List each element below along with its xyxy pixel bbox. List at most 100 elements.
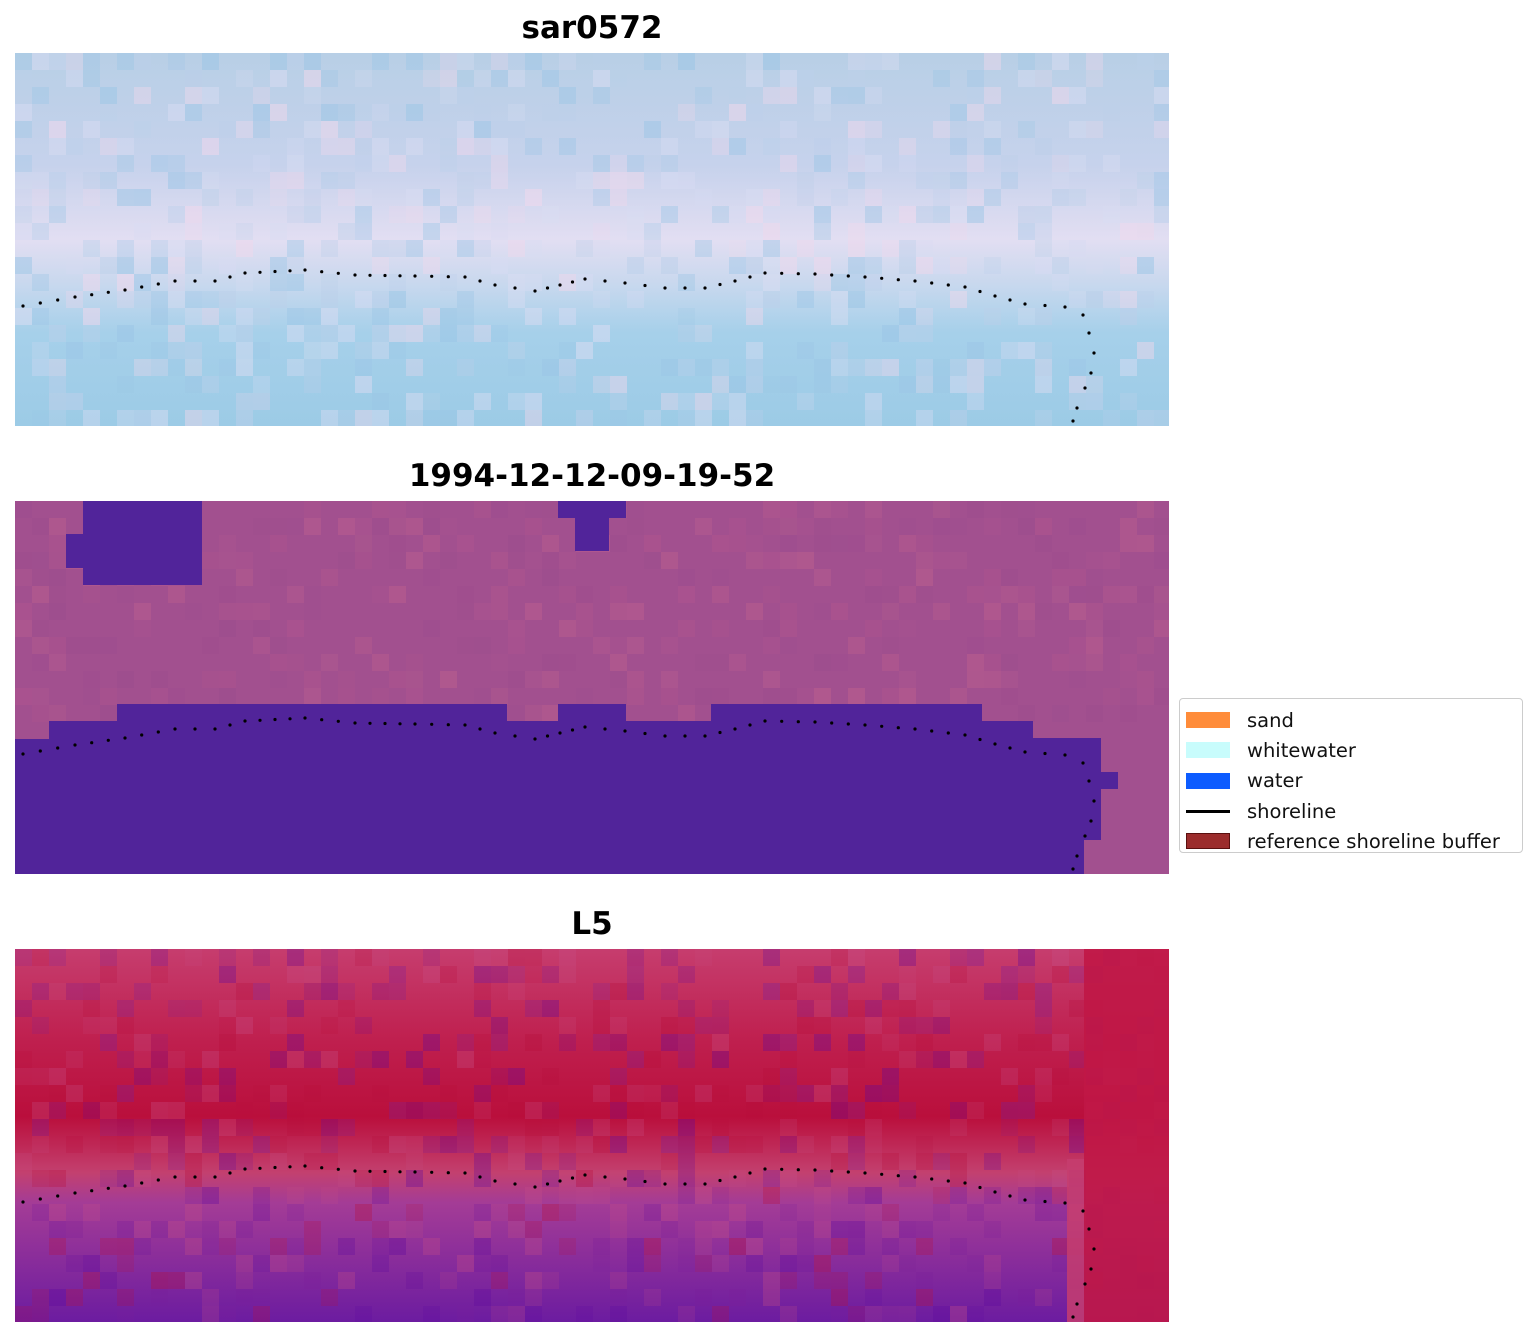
shoreline-point xyxy=(1023,302,1027,306)
shoreline-point xyxy=(993,1190,997,1194)
shoreline-point xyxy=(780,1167,784,1171)
shoreline-point xyxy=(623,1177,627,1181)
shoreline-point xyxy=(38,1197,42,1201)
panel-1-pixel-tiles xyxy=(15,53,1169,426)
shoreline-point xyxy=(1075,1302,1079,1306)
shoreline-point xyxy=(603,727,607,731)
shoreline-point xyxy=(303,716,307,720)
shoreline-point xyxy=(570,280,575,284)
shoreline-point xyxy=(1063,305,1067,309)
shoreline-point xyxy=(56,298,60,302)
shoreline-point xyxy=(570,728,575,732)
shoreline-point xyxy=(156,730,160,734)
shoreline-point xyxy=(193,1175,197,1179)
shoreline-point xyxy=(1081,761,1085,765)
legend-swatch-whitewater xyxy=(1186,742,1230,759)
shoreline-point xyxy=(1008,1194,1012,1198)
shoreline-point xyxy=(463,723,467,727)
shoreline-point xyxy=(763,1167,767,1171)
shoreline-point xyxy=(963,1181,967,1185)
shoreline-point xyxy=(73,743,77,747)
shoreline-point xyxy=(463,1171,467,1175)
shoreline-point xyxy=(733,279,737,283)
shoreline-point xyxy=(1092,351,1096,355)
legend-label-sand: sand xyxy=(1247,708,1294,732)
panel-1-shoreline xyxy=(21,268,1096,423)
shoreline-point xyxy=(478,727,482,731)
shoreline-point xyxy=(748,275,752,279)
shoreline-point xyxy=(978,289,982,294)
shoreline-point xyxy=(243,1167,247,1171)
shoreline-point xyxy=(780,719,784,723)
shoreline-point xyxy=(303,268,307,272)
shoreline-point xyxy=(830,721,834,725)
shoreline-point xyxy=(1071,419,1075,423)
legend-entry-water: water xyxy=(1186,766,1522,796)
shoreline-point xyxy=(430,1170,434,1174)
shoreline-point xyxy=(813,720,817,724)
shoreline-point xyxy=(558,1179,562,1183)
panel-title-l5: L5 xyxy=(571,906,613,942)
shoreline-point xyxy=(320,718,324,722)
panel-svg-3 xyxy=(15,949,1169,1322)
shoreline-point xyxy=(213,727,217,731)
shoreline-point xyxy=(73,295,77,299)
shoreline-point xyxy=(1087,331,1091,335)
panel-2-shoreline xyxy=(21,716,1096,871)
shoreline-point xyxy=(623,281,627,285)
shoreline-point xyxy=(493,731,497,735)
shoreline-point xyxy=(930,1177,934,1181)
shoreline-point xyxy=(718,730,722,735)
shoreline-point xyxy=(446,275,450,279)
shoreline-point xyxy=(273,269,277,274)
shoreline-point xyxy=(1023,1198,1027,1202)
shoreline-point xyxy=(383,273,387,278)
legend-label-whitewater: whitewater xyxy=(1247,738,1356,762)
shoreline-point xyxy=(1063,753,1067,757)
shoreline-point xyxy=(930,281,934,285)
shoreline-point xyxy=(880,724,884,728)
shoreline-point xyxy=(173,279,177,283)
shoreline-point xyxy=(1089,819,1093,823)
shoreline-point xyxy=(140,285,144,289)
shoreline-point xyxy=(288,717,292,721)
shoreline-point xyxy=(1083,386,1087,390)
shoreline-point xyxy=(430,722,434,726)
shoreline-point xyxy=(90,293,94,297)
shoreline-point xyxy=(1008,746,1012,750)
shoreline-point xyxy=(368,273,372,277)
shoreline-point xyxy=(38,749,42,753)
shoreline-point xyxy=(1023,750,1027,754)
shoreline-point xyxy=(930,729,934,733)
shoreline-point xyxy=(398,722,402,726)
shoreline-point xyxy=(913,279,917,283)
shoreline-point xyxy=(173,727,177,731)
shoreline-point xyxy=(56,1194,60,1198)
shoreline-point xyxy=(38,301,42,305)
shoreline-point xyxy=(123,288,127,292)
shoreline-point xyxy=(320,1166,324,1170)
shoreline-point xyxy=(90,1189,94,1193)
shoreline-point xyxy=(430,274,434,278)
shoreline-point xyxy=(748,723,752,727)
shoreline-point xyxy=(353,721,357,725)
legend-swatch-shoreline xyxy=(1186,809,1230,813)
shoreline-point xyxy=(880,276,884,280)
shoreline-point xyxy=(73,1191,77,1195)
shoreline-point xyxy=(796,720,800,724)
panel-svg-1 xyxy=(15,53,1169,426)
shoreline-point xyxy=(846,274,850,278)
shoreline-point xyxy=(780,271,784,275)
shoreline-point xyxy=(106,290,110,294)
shoreline-point xyxy=(398,274,402,278)
legend-label-reference-buffer: reference shoreline buffer xyxy=(1247,829,1500,853)
shoreline-point xyxy=(353,273,357,277)
shoreline-point xyxy=(533,289,537,293)
shoreline-point xyxy=(1087,779,1091,783)
shoreline-point xyxy=(413,1170,417,1174)
shoreline-point xyxy=(748,1171,752,1175)
shoreline-point xyxy=(243,271,247,275)
legend-entry-whitewater: whitewater xyxy=(1186,735,1522,765)
shoreline-point xyxy=(718,1178,722,1183)
shoreline-point xyxy=(213,1175,217,1179)
